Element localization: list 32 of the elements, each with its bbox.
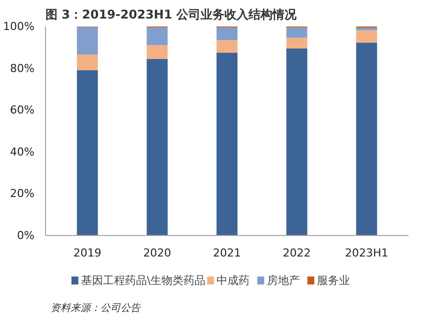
bar [76, 54, 98, 70]
legend-label: 中成药 [216, 274, 250, 287]
bar [216, 27, 238, 40]
y-tick-label: 20% [10, 187, 35, 200]
bar [216, 52, 238, 236]
bar [146, 58, 168, 236]
bar [76, 70, 98, 236]
bar [146, 45, 168, 59]
bar [356, 30, 378, 43]
x-tick-label: 2023H1 [344, 246, 388, 260]
bar [286, 38, 308, 48]
chart-title: 图 3：2019-2023H1 公司业务收入结构情况 [46, 8, 298, 22]
y-tick-label: 0% [17, 229, 34, 242]
y-tick-label: 40% [10, 145, 35, 158]
bar [286, 27, 308, 38]
bar [146, 27, 168, 46]
x-tick-label: 2022 [282, 246, 311, 260]
legend-label: 房地产 [266, 274, 300, 287]
legend-label: 基因工程药品\生物类药品 [80, 274, 206, 287]
y-tick-label: 80% [10, 62, 35, 75]
x-tick-label: 2020 [143, 246, 172, 260]
text: 资料来源：公司公告 [50, 302, 142, 314]
bar [216, 40, 238, 53]
bar [76, 26, 98, 55]
x-tick-label: 2019 [73, 246, 102, 260]
bar [286, 48, 308, 236]
y-tick-label: 100% [3, 20, 35, 33]
bar [356, 28, 378, 30]
bar [356, 42, 378, 236]
x-tick-label: 2021 [213, 246, 242, 260]
legend-label: 服务业 [316, 274, 350, 287]
y-tick-label: 60% [10, 104, 35, 117]
